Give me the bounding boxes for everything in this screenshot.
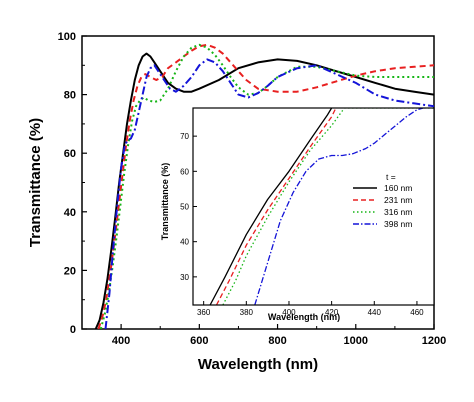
- legend-label-231-nm: 231 nm: [384, 195, 412, 205]
- y-tick-label-40: 40: [64, 207, 76, 219]
- main-series-316-nm: [99, 43, 434, 329]
- x-tick-label-400: 400: [112, 335, 130, 347]
- inset-x-tick-label-460: 460: [410, 308, 424, 317]
- main-axis-ticks: [81, 35, 435, 330]
- inset-series-231-nm: [215, 108, 337, 305]
- inset-series-160-nm: [209, 108, 333, 305]
- inset-y-axis-title: Transmittance (%): [160, 163, 170, 241]
- main-y-axis-title: Transmittance (%): [27, 118, 44, 247]
- legend-label-316-nm: 316 nm: [384, 207, 412, 217]
- inset-x-tick-label-420: 420: [325, 308, 339, 317]
- legend: t = 160 nm 231 nm 316 nm 398 nm: [353, 172, 412, 229]
- inset-y-tick-label-40: 40: [180, 238, 189, 247]
- inset-x-tick-label-440: 440: [368, 308, 382, 317]
- main-tick-labels: 400 600 800 1000 1200 0 20 40 60 80 100: [58, 31, 447, 347]
- y-tick-label-80: 80: [64, 90, 76, 102]
- main-series-398-nm: [104, 58, 434, 329]
- y-tick-label-20: 20: [64, 265, 76, 277]
- inset-x-tick-label-380: 380: [240, 308, 254, 317]
- inset-y-tick-label-70: 70: [180, 132, 189, 141]
- x-tick-label-1200: 1200: [422, 335, 446, 347]
- inset-x-tick-label-360: 360: [197, 308, 211, 317]
- inset-y-tick-label-50: 50: [180, 203, 189, 212]
- y-tick-label-100: 100: [58, 31, 76, 43]
- inset-axis-ticks: [193, 135, 418, 305]
- x-tick-label-800: 800: [268, 335, 286, 347]
- inset-series-398-nm: [254, 108, 424, 305]
- inset-x-tick-label-400: 400: [282, 308, 296, 317]
- legend-title: t =: [386, 172, 396, 182]
- legend-label-398-nm: 398 nm: [384, 219, 412, 229]
- y-tick-label-0: 0: [70, 324, 76, 336]
- main-x-axis-title: Wavelength (nm): [198, 356, 318, 373]
- inset-y-tick-label-60: 60: [180, 167, 189, 176]
- inset-series-group: [209, 108, 434, 305]
- y-tick-label-60: 60: [64, 148, 76, 160]
- legend-label-160-nm: 160 nm: [384, 183, 412, 193]
- x-tick-label-600: 600: [190, 335, 208, 347]
- main-series-group: [94, 43, 434, 329]
- x-tick-label-1000: 1000: [344, 335, 368, 347]
- inset-tick-labels: 360 380 400 420 440 460 30 40 50 60 70: [180, 132, 424, 317]
- inset-y-tick-label-30: 30: [180, 273, 189, 282]
- inset-x-axis-title: Wavelength (nm): [268, 312, 340, 322]
